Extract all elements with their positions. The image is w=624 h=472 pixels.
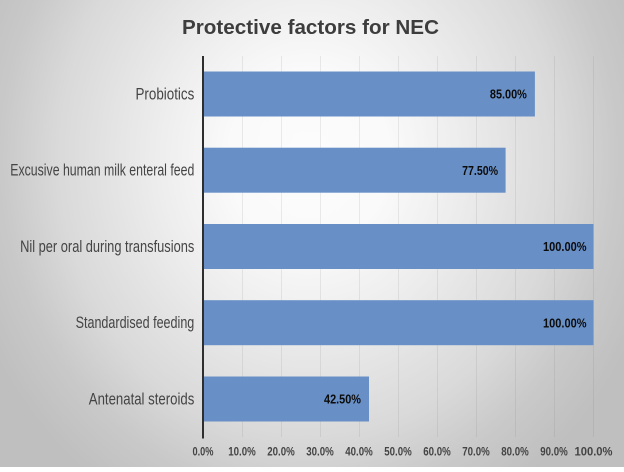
svg-text:77.50%: 77.50% xyxy=(462,163,498,178)
svg-text:60.0%: 60.0% xyxy=(423,445,451,459)
svg-text:100.00%: 100.00% xyxy=(543,239,587,254)
svg-text:Protective factors for NEC: Protective factors for NEC xyxy=(182,17,439,39)
svg-text:30.0%: 30.0% xyxy=(306,445,334,459)
svg-text:0.0%: 0.0% xyxy=(193,445,214,459)
svg-text:42.50%: 42.50% xyxy=(324,392,361,407)
svg-text:Antenatal steroids: Antenatal steroids xyxy=(89,390,195,409)
svg-text:70.0%: 70.0% xyxy=(462,445,490,459)
svg-text:85.00%: 85.00% xyxy=(490,87,527,102)
svg-text:50.0%: 50.0% xyxy=(384,445,412,459)
svg-text:100.0%: 100.0% xyxy=(575,445,613,459)
svg-text:Excusive human milk enteral fe: Excusive human milk enteral feed xyxy=(10,161,194,180)
svg-text:40.0%: 40.0% xyxy=(345,445,373,459)
svg-text:80.0%: 80.0% xyxy=(501,445,529,459)
svg-text:Standardised feeding: Standardised feeding xyxy=(76,313,195,332)
svg-text:10.0%: 10.0% xyxy=(228,445,256,459)
svg-text:90.0%: 90.0% xyxy=(540,445,568,459)
svg-text:100.00%: 100.00% xyxy=(543,315,587,330)
svg-text:Probiotics: Probiotics xyxy=(136,85,195,104)
svg-text:Nil per oral during transfusio: Nil per oral during transfusions xyxy=(20,237,194,256)
svg-text:20.0%: 20.0% xyxy=(267,445,295,459)
